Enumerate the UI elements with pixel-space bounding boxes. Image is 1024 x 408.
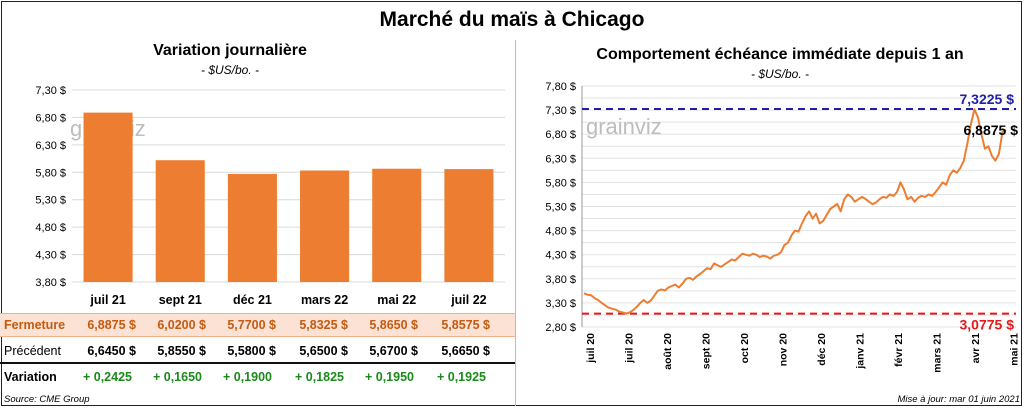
line-y-ticks: 2,80 $ 3,30 $ 3,80 $ 4,30 $ 4,80 $ 5,30 $ 5,80… bbox=[545, 81, 576, 334]
line-y-tick-label: 2,80 $ bbox=[545, 322, 576, 334]
line-x-tick-label: avr 21 bbox=[970, 333, 982, 364]
bar-y-ticks: 3,80 $ 4,30 $ 4,80 $ 5,30 $ 5,80 $ 6,30 $ 6,80… bbox=[35, 85, 66, 289]
bar bbox=[300, 170, 350, 282]
row-close: Fermeture 6,8875 $ 6,0200 $ 5,7700 $ 5,8… bbox=[0, 313, 515, 337]
bar-y-tick-label: 4,80 $ bbox=[35, 222, 66, 234]
line-grid bbox=[581, 85, 1016, 328]
line-x-tick-label: mai 21 bbox=[1009, 333, 1021, 366]
previous-cell: 5,6500 $ bbox=[299, 344, 348, 358]
bar bbox=[83, 112, 133, 282]
variation-cell: + 0,1925 bbox=[436, 370, 486, 384]
line-x-tick-label: mars 21 bbox=[932, 333, 944, 373]
variation-cell: + 0,1900 bbox=[222, 370, 272, 384]
line-x-tick-label: janv 21 bbox=[855, 333, 867, 370]
bar bbox=[227, 173, 277, 282]
bar-x-tick-label: juil 21 bbox=[89, 293, 125, 307]
close-cell: 5,8575 $ bbox=[441, 318, 490, 332]
bar-y-tick-label: 7,30 $ bbox=[35, 85, 66, 97]
bar-y-tick-label: 5,80 $ bbox=[35, 167, 66, 179]
line-x-tick-label: oct 20 bbox=[739, 333, 751, 364]
price-series-line bbox=[583, 108, 1007, 315]
line-x-tick-label: juil 20 bbox=[585, 333, 597, 364]
bar bbox=[372, 168, 422, 282]
line-y-tick-label: 3,80 $ bbox=[545, 274, 576, 286]
previous-cell: 6,6450 $ bbox=[87, 344, 136, 358]
row-previous-label: Précédent bbox=[4, 344, 61, 358]
min-label: 3,0775 $ bbox=[960, 317, 1015, 333]
close-cell: 6,8875 $ bbox=[87, 318, 136, 332]
variation-cell: + 0,1825 bbox=[294, 370, 344, 384]
table-separator bbox=[0, 362, 515, 364]
bar-series bbox=[83, 112, 494, 282]
bar-x-tick-label: sept 21 bbox=[159, 293, 202, 307]
max-label: 7,3225 $ bbox=[960, 91, 1015, 107]
bar-y-tick-label: 4,30 $ bbox=[35, 250, 66, 262]
row-variation: Variation + 0,2425 + 0,1650 + 0,1900 + 0… bbox=[0, 365, 515, 389]
close-cell: 6,0200 $ bbox=[157, 318, 206, 332]
line-y-tick-label: 7,80 $ bbox=[545, 81, 576, 93]
bar-y-tick-label: 3,80 $ bbox=[35, 277, 66, 289]
line-x-tick-label: juil 20 bbox=[624, 333, 636, 364]
bar-x-tick-label: juil 22 bbox=[450, 293, 486, 307]
line-x-ticks: juil 20 juil 20 août 20 sept 20 oct 20 nov 20… bbox=[585, 333, 1021, 373]
row-variation-label: Variation bbox=[4, 370, 57, 384]
source-note: Source: CME Group bbox=[4, 394, 90, 405]
left-panel-title: Variation journalière bbox=[153, 42, 307, 59]
bar-x-tick-label: déc 21 bbox=[233, 293, 272, 307]
variation-cell: + 0,1650 bbox=[152, 370, 202, 384]
bar-y-tick-label: 6,30 $ bbox=[35, 140, 66, 152]
bar-x-tick-label: mai 22 bbox=[377, 293, 416, 307]
previous-cell: 5,8550 $ bbox=[157, 344, 206, 358]
bar-y-tick-label: 6,80 $ bbox=[35, 112, 66, 124]
update-note: Mise à jour: mar 01 juin 2021 bbox=[897, 394, 1020, 405]
line-y-tick-label: 4,30 $ bbox=[545, 250, 576, 262]
line-y-tick-label: 6,30 $ bbox=[545, 153, 576, 165]
left-panel-subtitle: - $US/bo. - bbox=[200, 63, 260, 77]
previous-cell: 5,6650 $ bbox=[441, 344, 490, 358]
line-watermark: grainviz bbox=[586, 114, 662, 139]
close-cell: 5,8650 $ bbox=[369, 318, 418, 332]
line-y-tick-label: 7,30 $ bbox=[545, 105, 576, 117]
right-panel-subtitle: - $US/bo. - bbox=[750, 67, 810, 81]
line-x-tick-label: sept 20 bbox=[701, 333, 713, 369]
main-title: Marché du maïs à Chicago bbox=[379, 8, 645, 31]
line-x-tick-label: nov 20 bbox=[778, 333, 790, 366]
last-value-label: 6,8875 $ bbox=[964, 122, 1019, 138]
line-y-tick-label: 5,80 $ bbox=[545, 177, 576, 189]
bar-x-tick-label: mars 22 bbox=[301, 293, 348, 307]
line-chart: grainviz 2,80 $ 3,30 $ 3,80 $ 4,30 $ 4,80 $ 5… bbox=[545, 81, 1021, 373]
line-y-tick-label: 6,80 $ bbox=[545, 129, 576, 141]
line-x-tick-label: déc 20 bbox=[816, 333, 828, 366]
panel-divider bbox=[515, 40, 516, 406]
row-close-label: Fermeture bbox=[4, 318, 66, 332]
bar-y-tick-label: 5,30 $ bbox=[35, 195, 66, 207]
bar-x-ticks: juil 21 sept 21 déc 21 mars 22 mai 22 juil 22 bbox=[89, 293, 486, 307]
line-x-tick-label: févr 21 bbox=[893, 333, 905, 367]
previous-cell: 5,5800 $ bbox=[227, 344, 276, 358]
row-previous: Précédent 6,6450 $ 5,8550 $ 5,5800 $ 5,6… bbox=[0, 339, 515, 363]
previous-cell: 5,6700 $ bbox=[369, 344, 418, 358]
close-cell: 5,8325 $ bbox=[299, 318, 348, 332]
line-y-tick-label: 4,80 $ bbox=[545, 226, 576, 238]
line-y-tick-label: 3,30 $ bbox=[545, 298, 576, 310]
variation-cell: + 0,1950 bbox=[364, 370, 414, 384]
variation-cell: + 0,2425 bbox=[82, 370, 132, 384]
bar bbox=[444, 169, 494, 282]
bar-grid bbox=[72, 89, 505, 283]
right-panel-title: Comportement échéance immédiate depuis 1… bbox=[596, 46, 964, 63]
bar-chart: grainviz 3,80 $4,30 $4,80 $5,30 $5,80 $6… bbox=[35, 85, 505, 307]
line-y-tick-label: 5,30 $ bbox=[545, 202, 576, 214]
close-cell: 5,7700 $ bbox=[227, 318, 276, 332]
line-x-tick-label: août 20 bbox=[662, 333, 674, 370]
bar bbox=[155, 160, 205, 282]
